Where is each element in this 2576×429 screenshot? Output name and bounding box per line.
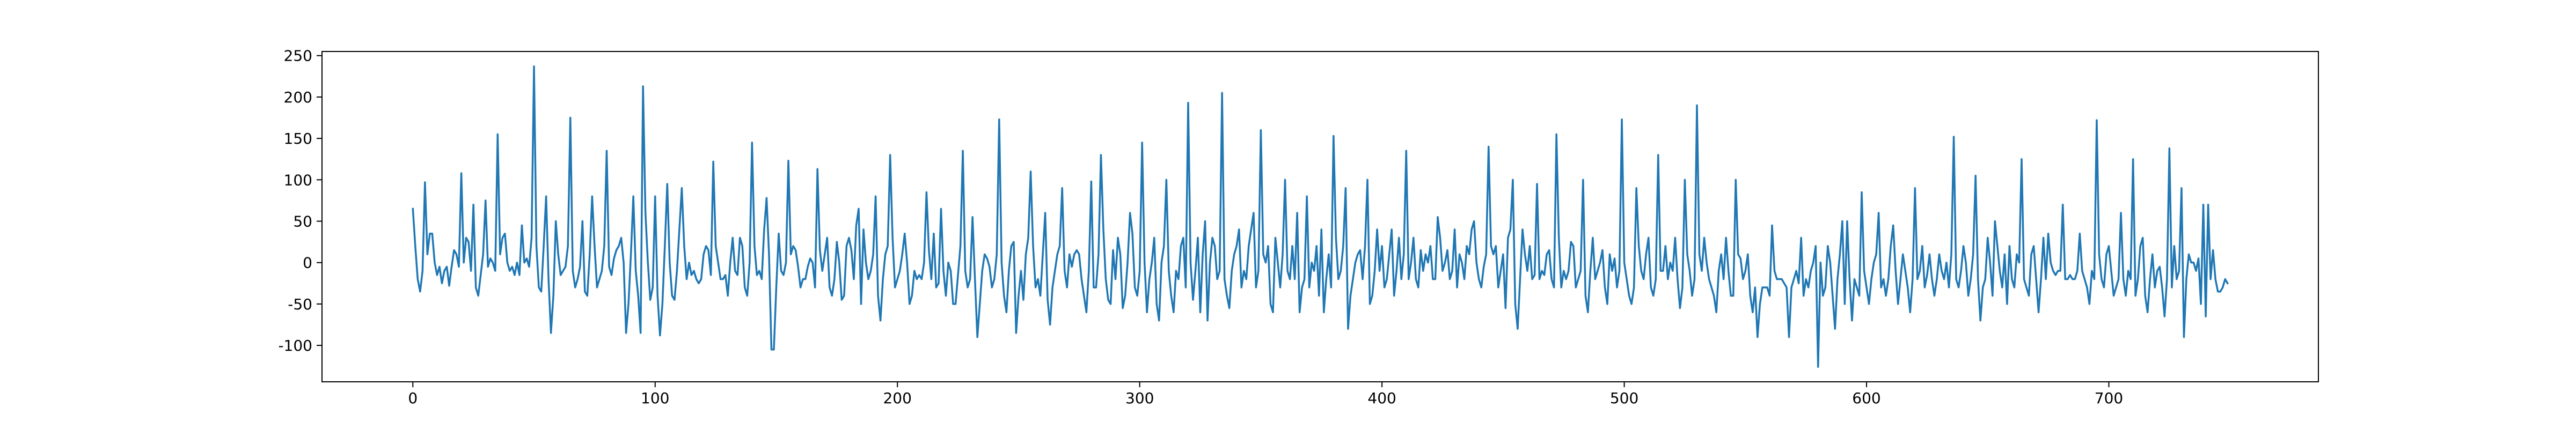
x-tick-label: 700 <box>2095 389 2123 407</box>
y-tick-label: 100 <box>284 171 312 189</box>
x-tick-label: 600 <box>1852 389 1880 407</box>
y-tick-label: 200 <box>284 88 312 106</box>
x-tick-label: 200 <box>883 389 911 407</box>
y-tick-label: 150 <box>284 130 312 147</box>
x-tick-label: 0 <box>408 389 418 407</box>
data-line <box>412 65 2229 368</box>
axes-frame <box>321 51 2319 382</box>
y-tick-label: 0 <box>303 254 312 272</box>
y-tick-label: 50 <box>293 212 312 230</box>
x-tick-label: 500 <box>1610 389 1638 407</box>
x-tick-label: 400 <box>1367 389 1396 407</box>
x-tick-label: 100 <box>641 389 669 407</box>
x-tick-label: 300 <box>1125 389 1154 407</box>
y-tick-label: -50 <box>288 295 312 313</box>
y-tick-label: 250 <box>284 47 312 65</box>
y-tick-label: -100 <box>278 337 312 354</box>
